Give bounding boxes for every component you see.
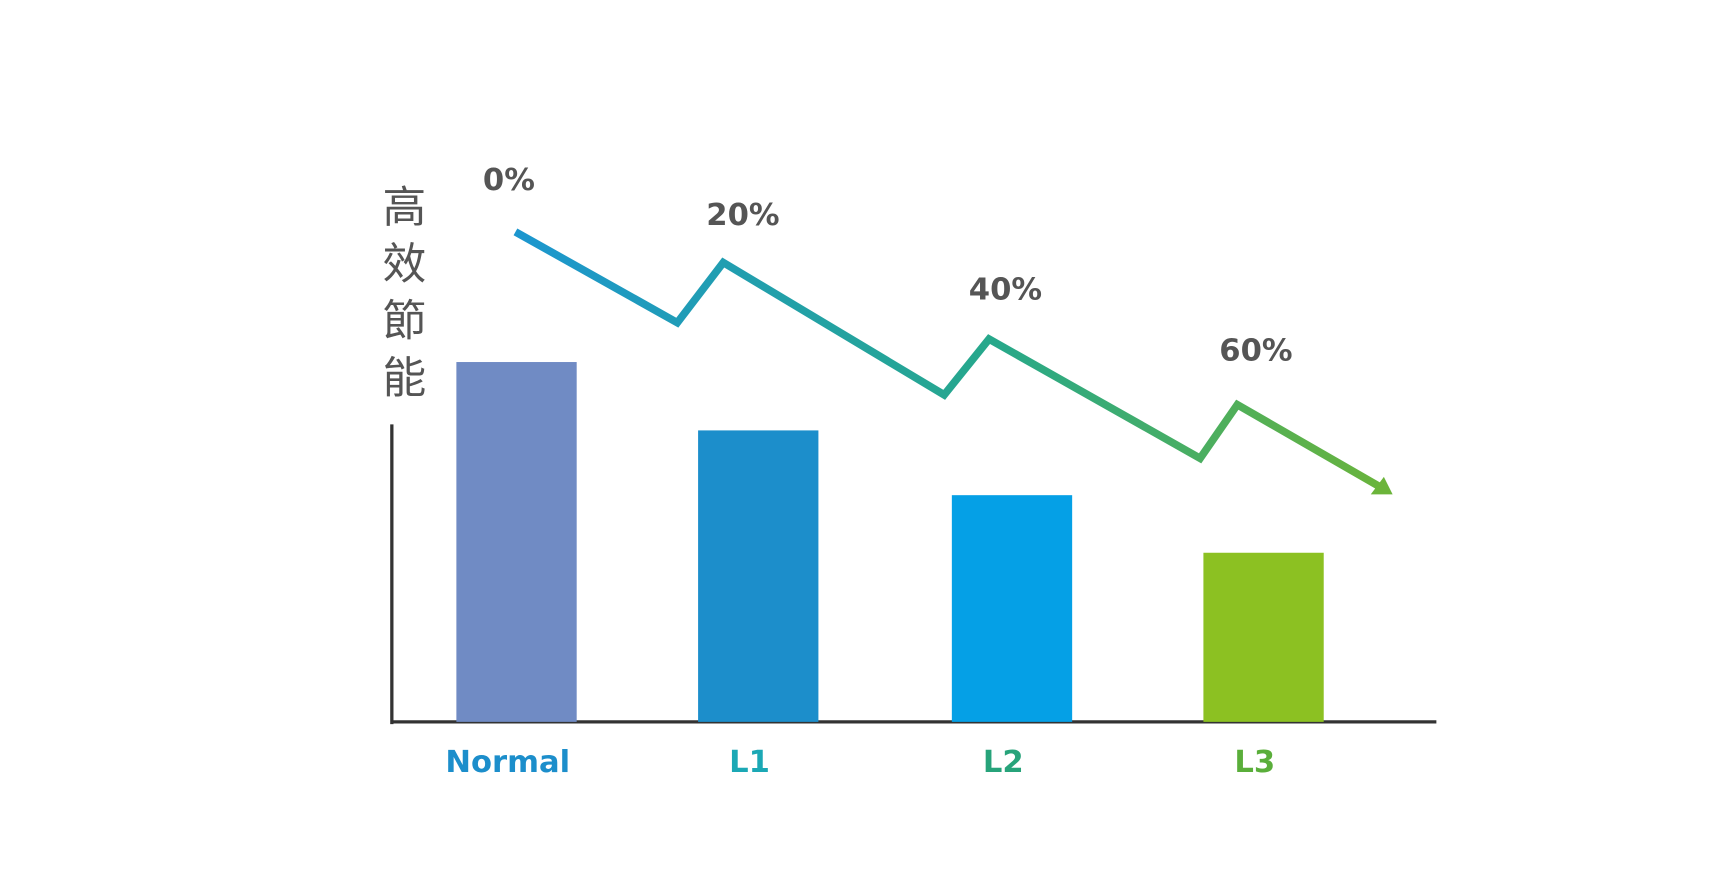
- annotation: 60%: [1219, 334, 1292, 369]
- y-axis-label: 高效節能: [374, 184, 425, 412]
- x-tick-label: L2: [983, 745, 1024, 780]
- annotation: 40%: [969, 272, 1042, 307]
- annotation: 20%: [706, 198, 779, 233]
- x-tick-label: Normal: [445, 745, 570, 780]
- bar: [698, 430, 819, 722]
- x-tick-label: L3: [1234, 745, 1275, 780]
- bar: [951, 495, 1073, 722]
- bar: [1203, 552, 1324, 722]
- x-tick-label: L1: [729, 745, 770, 780]
- annotation: 0%: [483, 163, 535, 198]
- trend-arrow: [513, 228, 1384, 492]
- bar: [456, 362, 577, 722]
- arrow-head: [1370, 476, 1393, 495]
